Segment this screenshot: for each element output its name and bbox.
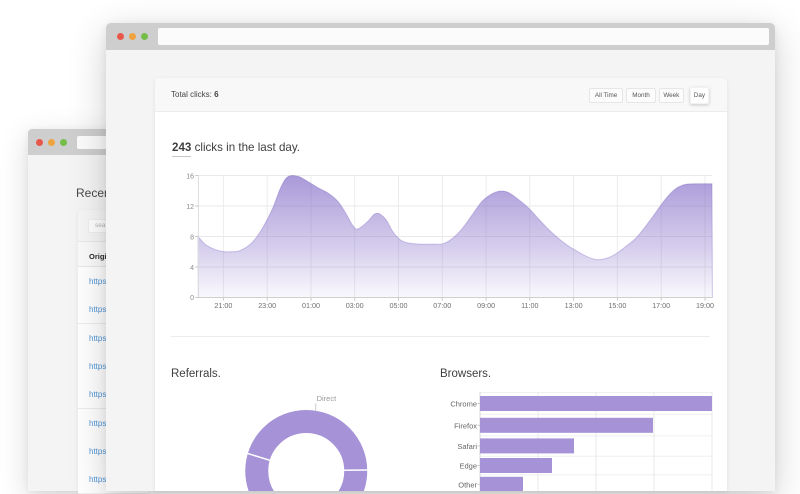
svg-text:13:00: 13:00 xyxy=(565,301,583,310)
svg-text:09:00: 09:00 xyxy=(477,301,495,310)
svg-text:23:00: 23:00 xyxy=(258,301,276,310)
svg-text:16: 16 xyxy=(186,174,194,181)
svg-text:4: 4 xyxy=(190,265,194,272)
svg-text:01:00: 01:00 xyxy=(302,301,320,310)
svg-text:8: 8 xyxy=(190,235,194,242)
svg-text:19:00: 19:00 xyxy=(696,301,714,310)
svg-text:Direct: Direct xyxy=(317,394,338,403)
svg-text:11:00: 11:00 xyxy=(521,301,538,310)
svg-text:05:00: 05:00 xyxy=(390,301,408,310)
svg-text:03:00: 03:00 xyxy=(346,301,364,310)
svg-text:15:00: 15:00 xyxy=(608,301,626,310)
svg-text:17:00: 17:00 xyxy=(652,301,670,310)
svg-text:Firefox: Firefox xyxy=(454,421,477,430)
svg-text:07:00: 07:00 xyxy=(433,301,451,310)
svg-text:Edge: Edge xyxy=(459,462,477,471)
svg-text:Other: Other xyxy=(458,480,477,489)
svg-text:Safari: Safari xyxy=(457,442,477,451)
svg-text:0: 0 xyxy=(190,295,194,302)
svg-text:Chrome: Chrome xyxy=(450,400,477,409)
svg-text:12: 12 xyxy=(186,204,194,211)
svg-text:21:00: 21:00 xyxy=(214,301,232,310)
